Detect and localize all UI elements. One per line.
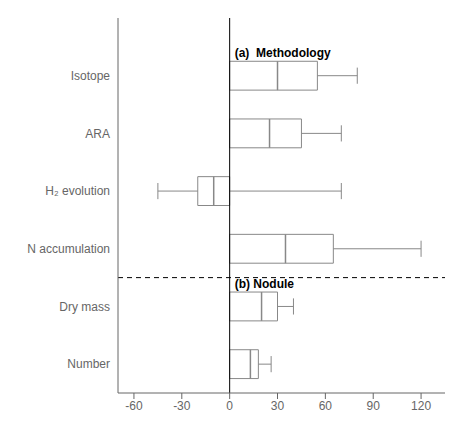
svg-text:Dry mass: Dry mass [59,300,110,314]
svg-text:N accumulation: N accumulation [27,242,110,256]
svg-text:30: 30 [271,399,285,413]
svg-text:(b) Nodule: (b) Nodule [235,277,295,291]
svg-text:-30: -30 [173,399,191,413]
svg-text:90: 90 [367,399,381,413]
svg-text:(a) Methodology: (a) Methodology [235,46,331,60]
svg-text:Isotope: Isotope [71,69,111,83]
svg-text:ARA: ARA [85,127,110,141]
svg-text:-60: -60 [125,399,143,413]
svg-text:120: 120 [411,399,431,413]
svg-text:0: 0 [226,399,233,413]
svg-text:Number: Number [67,357,110,371]
svg-text:H₂ evolution: H₂ evolution [45,184,110,198]
svg-text:60: 60 [319,399,333,413]
